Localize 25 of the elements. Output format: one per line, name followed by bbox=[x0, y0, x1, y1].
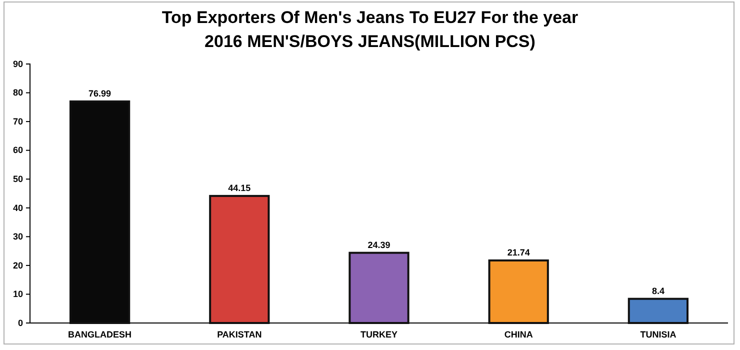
bar bbox=[628, 298, 689, 324]
y-tick-label: 20 bbox=[12, 260, 23, 270]
data-label: 44.15 bbox=[228, 182, 251, 193]
bar bbox=[488, 259, 549, 324]
data-label: 8.4 bbox=[652, 286, 664, 296]
y-tick-label: 60 bbox=[12, 145, 23, 156]
y-tick-label: 50 bbox=[12, 174, 23, 184]
data-label: 76.99 bbox=[88, 88, 112, 98]
x-tick-label: PAKISTAN bbox=[217, 329, 262, 340]
y-tick-label: 70 bbox=[12, 116, 23, 126]
x-tick-label: TUNISIA bbox=[640, 329, 677, 340]
x-tick-label: BANGLADESH bbox=[68, 329, 132, 340]
y-tick-label: 10 bbox=[12, 289, 23, 300]
data-label: 24.39 bbox=[368, 240, 390, 250]
data-label: 21.74 bbox=[507, 247, 530, 258]
x-tick-label: CHINA bbox=[504, 329, 534, 340]
chart-title: Top Exporters Of Men's Jeans To EU27 For the year 2016 MEN'S/BOYS JEANS(MILLION PCS) bbox=[160, 7, 580, 53]
bar bbox=[348, 252, 410, 324]
x-tick-label: TURKEY bbox=[360, 329, 398, 340]
bar bbox=[209, 194, 270, 324]
y-tick-label: 30 bbox=[12, 232, 23, 242]
y-tick-label: 90 bbox=[12, 58, 23, 69]
y-tick-label: 40 bbox=[12, 202, 23, 213]
y-tick-label: 80 bbox=[12, 88, 23, 98]
y-tick-label: 0 bbox=[18, 318, 23, 328]
